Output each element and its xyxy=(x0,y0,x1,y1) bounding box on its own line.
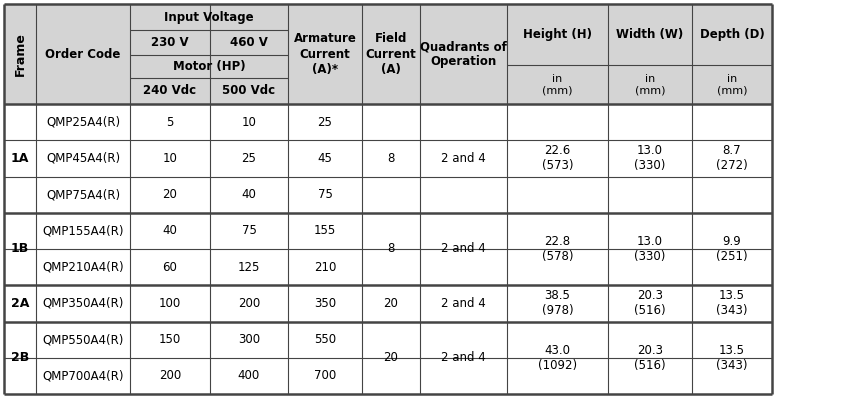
Text: Input Voltage: Input Voltage xyxy=(165,10,254,23)
Text: 40: 40 xyxy=(242,188,256,201)
Text: 2B: 2B xyxy=(11,351,29,364)
Text: 20.3
(516): 20.3 (516) xyxy=(634,289,666,317)
Text: 13.0
(330): 13.0 (330) xyxy=(634,145,666,172)
Text: 1B: 1B xyxy=(11,243,29,256)
Text: 400: 400 xyxy=(238,369,260,382)
Text: in
(mm): in (mm) xyxy=(717,74,747,95)
Text: Quadrants of
Operation: Quadrants of Operation xyxy=(420,40,507,68)
Text: 350: 350 xyxy=(314,297,336,310)
Text: 2A: 2A xyxy=(11,297,29,310)
Text: QMP25A4(R): QMP25A4(R) xyxy=(46,116,120,129)
Text: 20: 20 xyxy=(163,188,177,201)
Text: 500 Vdc: 500 Vdc xyxy=(222,85,276,98)
Text: 43.0
(1092): 43.0 (1092) xyxy=(538,344,577,372)
Text: 20.3
(516): 20.3 (516) xyxy=(634,344,666,372)
Bar xyxy=(4,4,772,104)
Text: QMP350A4(R): QMP350A4(R) xyxy=(42,297,124,310)
Text: 75: 75 xyxy=(242,224,256,237)
Text: QMP75A4(R): QMP75A4(R) xyxy=(46,188,120,201)
Text: 550: 550 xyxy=(314,333,336,346)
Text: 9.9
(251): 9.9 (251) xyxy=(717,235,748,263)
Text: 100: 100 xyxy=(159,297,181,310)
Text: Height (H): Height (H) xyxy=(523,28,592,41)
Text: 460 V: 460 V xyxy=(230,36,268,49)
Text: 38.5
(978): 38.5 (978) xyxy=(542,289,573,317)
Text: in
(mm): in (mm) xyxy=(635,74,665,95)
Text: 5: 5 xyxy=(166,116,174,129)
Text: 125: 125 xyxy=(237,260,260,274)
Text: 8.7
(272): 8.7 (272) xyxy=(716,145,748,172)
Text: 155: 155 xyxy=(314,224,336,237)
Text: QMP700A4(R): QMP700A4(R) xyxy=(42,369,124,382)
Text: 8: 8 xyxy=(388,152,394,165)
Text: in
(mm): in (mm) xyxy=(542,74,572,95)
Text: QMP550A4(R): QMP550A4(R) xyxy=(42,333,124,346)
Text: 10: 10 xyxy=(163,152,177,165)
Text: Order Code: Order Code xyxy=(45,48,120,60)
Text: 8: 8 xyxy=(388,243,394,256)
Text: 45: 45 xyxy=(317,152,332,165)
Text: QMP155A4(R): QMP155A4(R) xyxy=(42,224,124,237)
Text: 75: 75 xyxy=(317,188,332,201)
Text: 13.5
(343): 13.5 (343) xyxy=(717,344,748,372)
Text: Frame: Frame xyxy=(14,32,26,76)
Text: 25: 25 xyxy=(317,116,332,129)
Text: Field
Current
(A): Field Current (A) xyxy=(365,33,416,75)
Text: 20: 20 xyxy=(383,351,399,364)
Text: Depth (D): Depth (D) xyxy=(700,28,764,41)
Text: 25: 25 xyxy=(242,152,256,165)
Text: 60: 60 xyxy=(163,260,177,274)
Text: 230 V: 230 V xyxy=(151,36,189,49)
Text: Armature
Current
(A)*: Armature Current (A)* xyxy=(293,33,356,75)
Text: 2 and 4: 2 and 4 xyxy=(441,243,486,256)
Text: 13.0
(330): 13.0 (330) xyxy=(634,235,666,263)
Text: 300: 300 xyxy=(238,333,260,346)
Text: Width (W): Width (W) xyxy=(616,28,683,41)
Text: Motor (HP): Motor (HP) xyxy=(173,60,245,73)
Text: 22.8
(578): 22.8 (578) xyxy=(542,235,573,263)
Text: QMP210A4(R): QMP210A4(R) xyxy=(42,260,124,274)
Text: 200: 200 xyxy=(238,297,260,310)
Text: 40: 40 xyxy=(163,224,177,237)
Text: 700: 700 xyxy=(314,369,336,382)
Text: 2 and 4: 2 and 4 xyxy=(441,351,486,364)
Text: 10: 10 xyxy=(242,116,256,129)
Text: 2 and 4: 2 and 4 xyxy=(441,297,486,310)
Text: 240 Vdc: 240 Vdc xyxy=(143,85,197,98)
Text: 2 and 4: 2 and 4 xyxy=(441,152,486,165)
Text: 150: 150 xyxy=(159,333,181,346)
Text: 22.6
(573): 22.6 (573) xyxy=(542,145,573,172)
Text: 1A: 1A xyxy=(11,152,29,165)
Text: 200: 200 xyxy=(159,369,181,382)
Text: 20: 20 xyxy=(383,297,399,310)
Text: 210: 210 xyxy=(314,260,336,274)
Text: 13.5
(343): 13.5 (343) xyxy=(717,289,748,317)
Text: QMP45A4(R): QMP45A4(R) xyxy=(46,152,120,165)
